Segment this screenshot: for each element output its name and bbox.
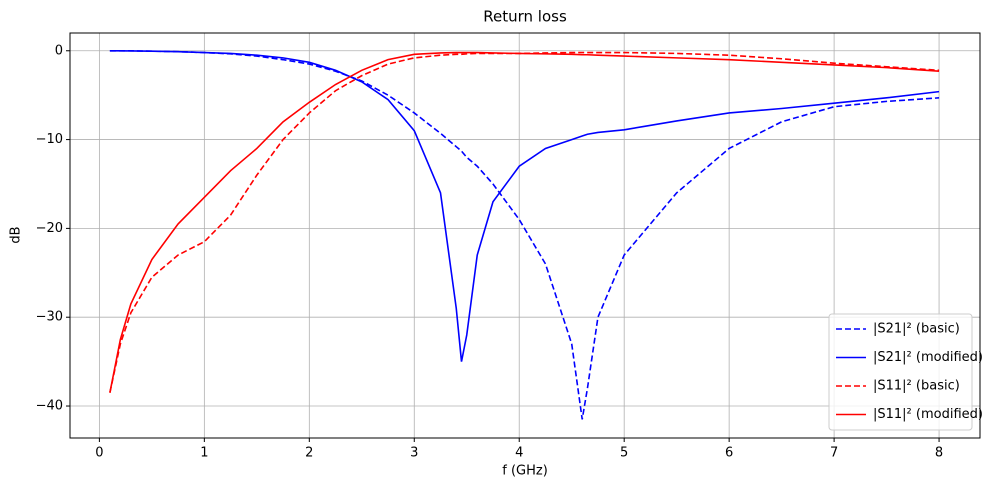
y-tick-label: −10 <box>36 132 63 147</box>
data-line <box>109 51 940 393</box>
x-tick-label: 2 <box>305 446 313 461</box>
data-line <box>109 51 940 393</box>
x-tick-label: 3 <box>410 446 418 461</box>
x-tick-label: 0 <box>95 446 103 461</box>
x-tick-label: 8 <box>935 446 943 461</box>
data-line <box>109 49 940 362</box>
y-tick-label: −20 <box>36 221 63 236</box>
plot-frame <box>69 32 981 439</box>
x-tick-label: 6 <box>725 446 733 461</box>
y-tick-label: −40 <box>36 399 63 414</box>
legend-box <box>828 313 973 431</box>
x-tick-label: 5 <box>620 446 628 461</box>
y-tick-label: 0 <box>55 43 63 58</box>
legend-label: |S21|² (basic) <box>873 322 960 337</box>
chart-title: Return loss <box>483 8 567 26</box>
x-tick-label: 1 <box>200 446 208 461</box>
legend-label: |S11|² (modified) <box>873 407 983 422</box>
legend-label: |S21|² (modified) <box>873 350 983 365</box>
y-axis-label: dB <box>9 226 24 243</box>
y-tick-label: −30 <box>36 310 63 325</box>
legend-label: |S11|² (basic) <box>873 379 960 394</box>
x-tick-label: 7 <box>830 446 838 461</box>
data-line <box>109 49 940 420</box>
x-tick-label: 4 <box>515 446 523 461</box>
x-axis-label: f (GHz) <box>502 464 548 479</box>
